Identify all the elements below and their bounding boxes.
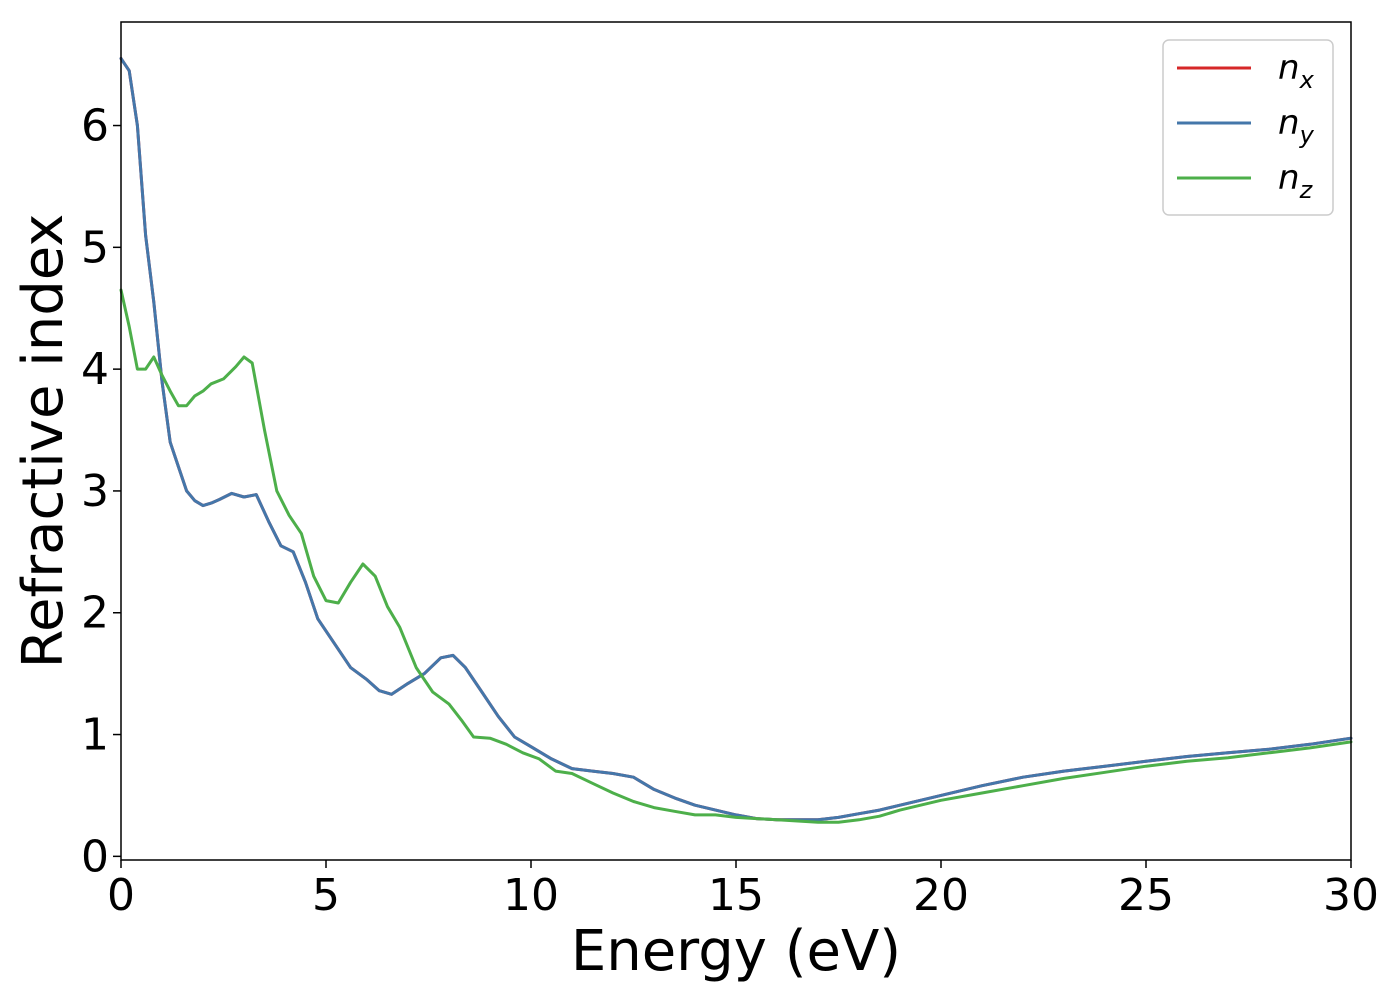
series-layer xyxy=(119,57,1353,824)
x-tick-label: 15 xyxy=(708,870,764,921)
y-axis-ticks: 0 1 2 3 4 5 6 xyxy=(81,101,121,882)
x-tick-label: 20 xyxy=(913,870,969,921)
y-tick-label: 0 xyxy=(81,831,109,882)
y-tick-label: 3 xyxy=(81,466,109,517)
x-tick-label: 5 xyxy=(312,870,340,921)
y-tick-label: 1 xyxy=(81,710,109,761)
y-tick-label: 4 xyxy=(81,344,109,395)
x-tick-label: 0 xyxy=(107,870,135,921)
y-axis-label: Refractive index xyxy=(11,214,76,669)
series-line-y xyxy=(119,57,1353,822)
x-axis-label: Energy (eV) xyxy=(571,919,901,984)
legend-label-z: nz xyxy=(1278,158,1314,204)
y-tick-label: 5 xyxy=(81,222,109,273)
legend-box xyxy=(1162,39,1334,216)
legend-label-x: nx xyxy=(1278,48,1315,94)
legend: nx ny nz xyxy=(1162,39,1334,216)
x-tick-label: 10 xyxy=(503,870,559,921)
series-line-z xyxy=(119,288,1353,824)
legend-label-y: ny xyxy=(1278,103,1315,149)
x-tick-label: 25 xyxy=(1118,870,1174,921)
y-tick-label: 2 xyxy=(81,588,109,639)
x-axis-ticks: 0 5 10 15 20 25 30 xyxy=(107,860,1379,921)
y-tick-label: 6 xyxy=(81,101,109,152)
x-tick-label: 30 xyxy=(1323,870,1379,921)
